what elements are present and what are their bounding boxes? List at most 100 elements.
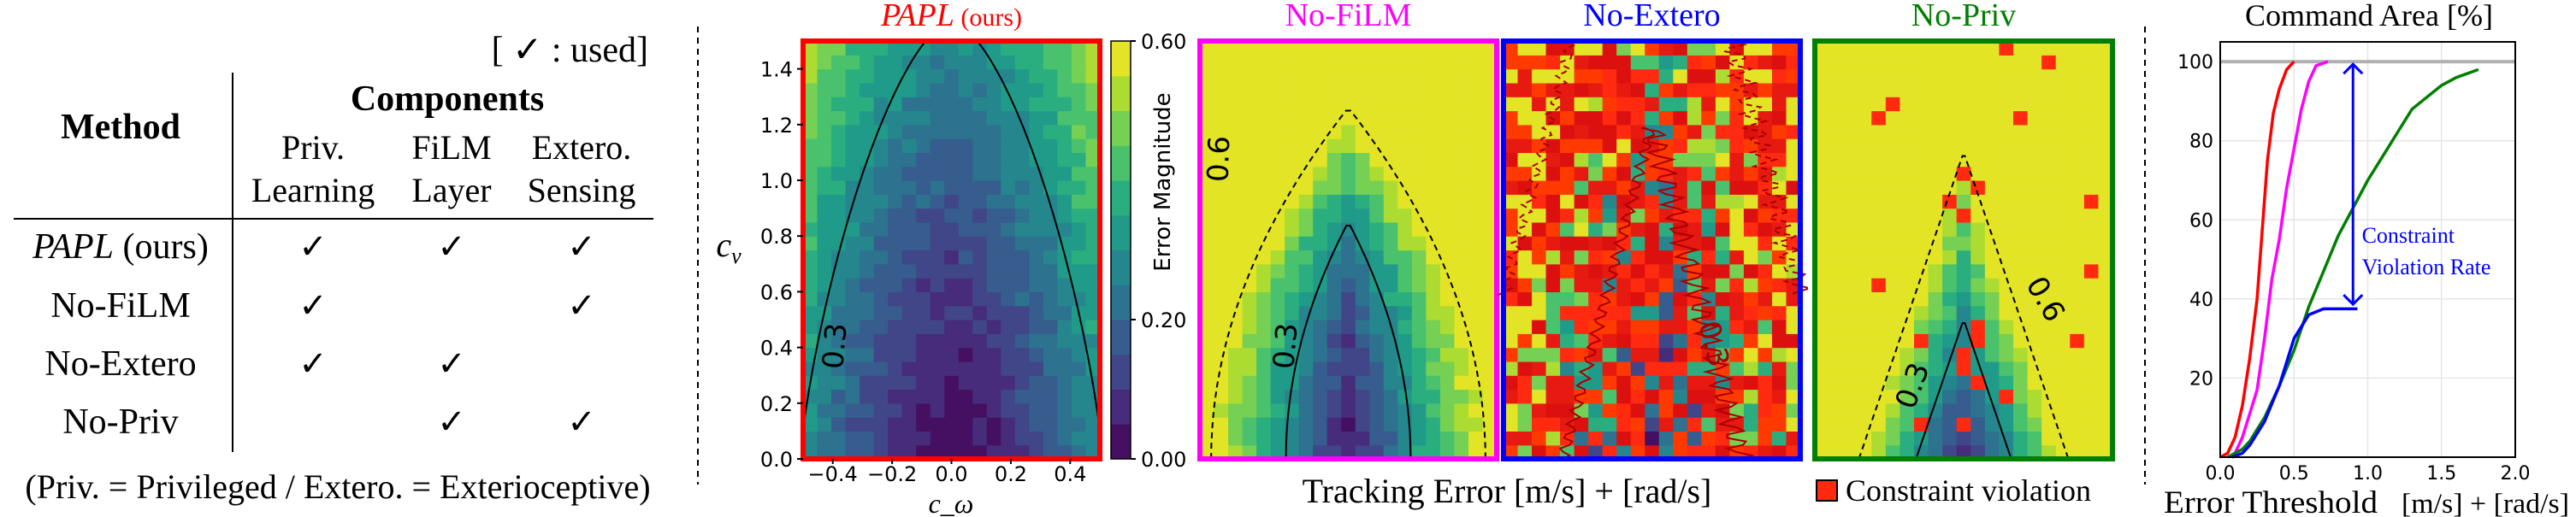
plot-frame [2219,41,2516,458]
heatmap-cell [2070,389,2085,404]
heatmap-cell [888,208,903,223]
heatmap-cell [2055,208,2071,223]
heatmap-cell [1313,152,1328,167]
heatmap-cell [1900,194,1915,209]
heatmap-cell [930,278,945,292]
heatmap-cell [817,431,832,446]
heatmap-cell [845,347,860,362]
heatmap-cell [1228,431,1244,446]
heatmap-cell [1885,375,1901,391]
violation-cell [1630,417,1645,432]
heatmap-cell [1029,278,1044,292]
heatmap-cell [888,375,903,391]
violation-cell [1701,110,1716,126]
heatmap-cell [1256,333,1272,349]
heatmap-cell [1285,221,1300,237]
heatmap-cell [1313,417,1328,432]
violation-cell [1729,124,1745,139]
heatmap-cell [1468,152,1484,167]
heatmap-cell [1914,250,1929,265]
heatmap-cell [944,305,960,320]
heatmap-cell [2083,110,2100,126]
heatmap-cell [1242,110,1257,126]
heatmap-cell [1504,417,1519,432]
heatmap-cell [817,278,832,292]
heatmap-cell [831,68,847,84]
violation-cell [1645,208,1660,223]
heatmap-cell [916,124,931,139]
heatmap-cell [1687,110,1702,126]
heatmap-cell [1999,375,2014,391]
heatmap-cell [1326,431,1342,446]
heatmap-cell [1270,97,1285,112]
heatmap-cell [1313,431,1328,446]
heatmap-cell [2041,166,2057,181]
heatmap-cell [2098,55,2113,70]
violation-cell [1871,110,1887,126]
heatmap-cell [1942,263,1958,279]
heatmap-cell [1001,124,1016,139]
heatmap-cell [1914,55,1929,70]
heatmap-cell [1454,361,1469,376]
heatmap-cell [1285,110,1300,126]
violation-cell [1574,444,1589,460]
heatmap-cell [1715,278,1730,292]
heatmap-cell [1426,166,1441,181]
heatmap-cell [1454,333,1469,349]
violation-cell [1588,194,1604,209]
heatmap-cell [901,97,917,112]
heatmap-cell [986,97,1001,112]
violation-cell [1771,278,1787,292]
heatmap-cell [1900,347,1915,362]
heatmap-cell [1001,194,1016,209]
heatmap-cell [1313,97,1328,112]
heatmap-cell [1298,250,1314,265]
violation-cell [1758,263,1773,279]
heatmap-cell [1482,236,1498,251]
heatmap-cell [1829,97,1844,112]
heatmap-cell [1857,82,1872,97]
heatmap-cell [986,320,1001,334]
heatmap-cell [1228,361,1244,376]
heatmap-cell [2013,68,2029,84]
heatmap-cell [1242,263,1257,279]
violation-cell [1532,361,1547,376]
heatmap-cell [1057,152,1072,167]
heatmap-cell [1200,68,1215,84]
heatmap-cell [1843,444,1858,460]
heatmap-cell [1214,291,1229,307]
heatmap-cell [2083,152,2100,167]
heatmap-cell [1588,41,1604,56]
heatmap-cell [2070,55,2085,70]
heatmap-cell [1057,124,1072,139]
heatmap-cell [1214,305,1229,320]
heatmap-cell [1001,361,1016,376]
heatmap-cell [1383,55,1398,70]
heatmap-cell [1043,68,1059,84]
heatmap-cell [1829,221,1844,237]
violation-cell [1658,417,1674,432]
heatmap-cell [1029,221,1044,237]
heatmap-cell [1645,431,1660,446]
heatmap-cell [1285,305,1300,320]
violation-cell [1630,375,1645,391]
heatmap-cell [986,431,1001,446]
heatmap-cell [2055,194,2071,209]
heatmap-cell [1829,110,1844,126]
heatmap-cell [1001,431,1016,446]
violation-cell [1602,361,1617,376]
violation-cell [1758,402,1773,418]
heatmap-cell [1029,444,1044,460]
heatmap-cell [1270,361,1285,376]
heatmap-cell [1743,236,1759,251]
heatmap-cell [1532,389,1547,404]
heatmap-cell [1843,250,1858,265]
heatmap-cell [1857,41,1872,56]
heatmap-cell [2055,263,2071,279]
violation-cell [1602,444,1617,460]
heatmap-cell [1014,305,1030,320]
heatmap-cell [1369,333,1385,349]
violation-cell [1545,236,1561,251]
violation-cell [1588,291,1604,307]
heatmap-cell [1029,333,1044,349]
